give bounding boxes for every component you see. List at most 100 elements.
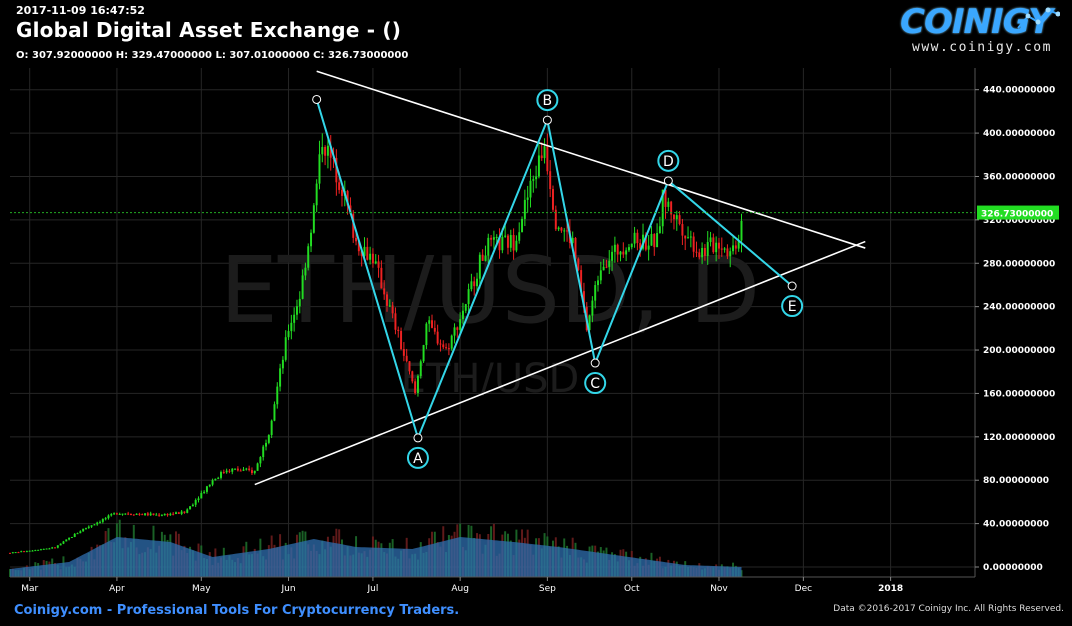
candle-body — [580, 270, 583, 292]
candle-body — [48, 548, 51, 550]
candle-body — [357, 241, 360, 252]
candle-body — [701, 247, 704, 258]
candle-body — [588, 315, 591, 331]
candle-body — [740, 220, 743, 241]
candle-body — [613, 244, 616, 252]
candle-body — [158, 514, 161, 516]
candle-body — [267, 435, 270, 443]
candle-body — [304, 267, 307, 276]
footer-copyright: Data ©2016-2017 Coinigy Inc. All Rights … — [833, 604, 1064, 614]
candle-body — [273, 404, 276, 421]
candle-body — [321, 146, 324, 155]
candle-body — [87, 526, 90, 528]
time-tick-label: Oct — [624, 584, 640, 594]
candle-body — [9, 552, 11, 554]
watermark: ETH/USD, D ETH/USD — [220, 237, 760, 402]
candle-body — [605, 266, 608, 268]
candle-body — [236, 468, 239, 471]
footer-tagline[interactable]: Coinigy.com - Professional Tools For Cry… — [14, 603, 460, 618]
candle-body — [737, 240, 740, 249]
candle-body — [554, 209, 557, 230]
candle-body — [549, 171, 552, 190]
candle-body — [636, 232, 639, 244]
candle-body — [172, 513, 175, 515]
candle-body — [433, 327, 436, 332]
candle-body — [290, 322, 293, 332]
candle-body — [442, 344, 445, 348]
candle-body — [124, 513, 127, 515]
candle-body — [93, 524, 96, 526]
candle-body — [695, 251, 698, 253]
candle-body — [338, 182, 341, 190]
candle-body — [560, 227, 563, 231]
candle-body — [689, 236, 692, 238]
candle-body — [214, 478, 217, 481]
candle-body — [431, 320, 433, 328]
candle-body — [250, 470, 253, 474]
candle-body — [416, 375, 419, 394]
candle-body — [84, 527, 87, 529]
coinigy-logo[interactable]: COINIGY www.coinigy.com — [900, 2, 1060, 58]
candle-body — [186, 509, 189, 513]
candle-body — [664, 189, 667, 207]
candle-body — [121, 513, 124, 515]
candle-body — [245, 468, 248, 470]
time-tick-label: Apr — [109, 584, 125, 594]
candle-body — [62, 541, 65, 544]
wave-point — [542, 115, 552, 125]
candle-body — [470, 281, 473, 290]
candle-body — [191, 504, 194, 507]
candle-body — [715, 242, 718, 253]
candle-body — [594, 285, 597, 301]
candle-body — [476, 278, 479, 287]
candle-body — [408, 361, 411, 372]
price-tick-label: 200.00000000 — [983, 346, 1055, 356]
candle-body — [118, 513, 121, 515]
candle-body — [20, 551, 23, 553]
wave-label-circle — [406, 446, 429, 469]
candle-body — [127, 513, 130, 515]
candle-body — [281, 359, 284, 369]
candle-body — [388, 305, 391, 307]
wave-point — [590, 358, 600, 368]
candle-body — [363, 246, 366, 256]
candle-body — [183, 511, 186, 513]
wave-label-e: E — [788, 299, 797, 315]
candle-body — [73, 533, 76, 537]
candle-body — [45, 548, 48, 550]
candle-body — [599, 270, 602, 281]
candle-body — [110, 514, 113, 516]
candle-body — [28, 550, 31, 552]
candle-body — [307, 246, 310, 268]
brand-name: COINIGY — [900, 2, 1053, 42]
candle-body — [346, 191, 349, 206]
candle-body — [374, 261, 377, 264]
candle-body — [259, 457, 262, 464]
candle-body — [692, 236, 695, 252]
candle-body — [231, 468, 234, 472]
candle-body — [256, 463, 259, 471]
candle-body — [360, 251, 363, 256]
candle-body — [96, 522, 99, 525]
candle-body — [644, 234, 647, 250]
candle-body — [504, 235, 507, 237]
candle-body — [203, 491, 206, 493]
candle-body — [566, 230, 569, 232]
wave-label-b: B — [543, 93, 553, 109]
candle-body — [464, 304, 467, 311]
brand-url: www.coinigy.com — [912, 40, 1052, 55]
candle-body — [169, 513, 172, 516]
candle-body — [284, 337, 287, 360]
candle-body — [180, 511, 183, 514]
candle-body — [653, 234, 656, 248]
candle-body — [104, 518, 107, 520]
candle-body — [481, 254, 484, 261]
candle-body — [141, 514, 144, 516]
candle-body — [326, 145, 329, 156]
candle-body — [107, 515, 110, 519]
price-tick-label: 40.00000000 — [983, 520, 1049, 530]
candle-body — [155, 514, 158, 516]
trendlines — [254, 70, 866, 486]
time-tick-label: Jun — [280, 584, 295, 594]
